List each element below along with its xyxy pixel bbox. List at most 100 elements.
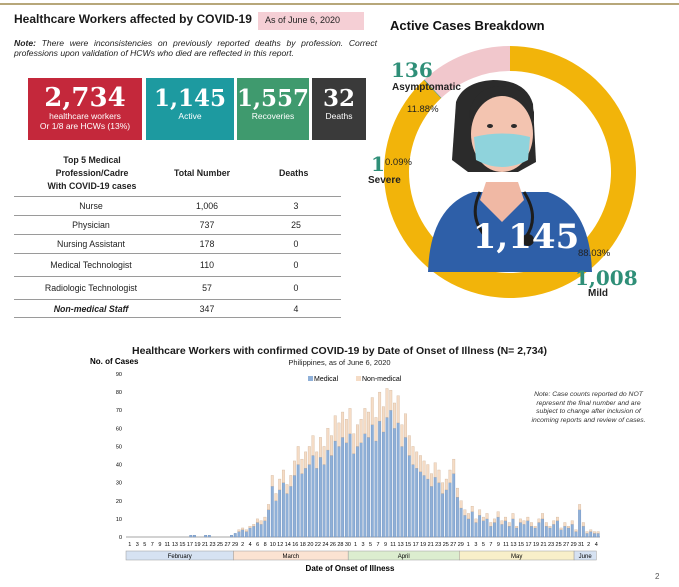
bar-non-medical [300, 458, 304, 474]
bar-non-medical [237, 529, 241, 532]
x-tick-label: 9 [497, 542, 500, 548]
bar-non-medical [533, 525, 537, 529]
x-tick-label: 1 [354, 542, 357, 548]
deaths-cell: 0 [293, 239, 299, 249]
total-cell: 178 [199, 239, 215, 249]
x-tick-label: 29 [571, 542, 577, 548]
total-cell: 737 [199, 220, 215, 230]
bar-non-medical [489, 522, 493, 527]
x-tick-label: 31 [578, 542, 584, 548]
bar-medical [348, 433, 352, 538]
x-tick-label: 11 [390, 542, 396, 548]
bar-non-medical [563, 522, 567, 527]
bar-non-medical [470, 506, 474, 512]
bar-non-medical [589, 529, 593, 532]
note-label: Note: [14, 38, 36, 48]
bar-medical [374, 440, 378, 538]
bar-medical [548, 527, 552, 538]
bar-non-medical [322, 446, 326, 465]
bar-non-medical [281, 469, 285, 483]
bar-medical [300, 473, 304, 538]
month-label: March [282, 554, 299, 560]
bar-medical [441, 493, 445, 538]
x-tick-label: 26 [330, 542, 336, 548]
bar-medical [507, 525, 511, 538]
bar-medical [207, 535, 211, 538]
profession-header-line-2: Profession/Cadre [55, 168, 129, 178]
y-tick-label: 20 [116, 499, 122, 505]
bar-medical [289, 486, 293, 538]
center-active-value: 1,145 [473, 217, 579, 257]
x-tick-label: 21 [428, 542, 434, 548]
table-row: Radiologic Technologist 57 0 [14, 276, 341, 299]
bar-non-medical [515, 525, 519, 529]
total-cell: 1,006 [195, 201, 218, 211]
bar-non-medical [344, 419, 348, 443]
bar-non-medical [407, 435, 411, 456]
total-hcw-card: 2,734 healthcare workers Or 1/8 are HCWs… [28, 78, 142, 140]
bar-non-medical [430, 473, 433, 487]
bar-non-medical [256, 518, 259, 523]
x-tick-label: 24 [322, 542, 328, 548]
x-tick-label: 17 [525, 542, 531, 548]
x-tick-label: 5 [369, 542, 372, 548]
bar-medical [233, 533, 237, 538]
legend-medical-label: Medical [314, 376, 339, 383]
x-tick-label: 27 [563, 542, 569, 548]
bar-non-medical [263, 516, 267, 521]
bar-non-medical [385, 388, 389, 418]
nurse-illustration [428, 80, 592, 272]
profession-header-line-1: Top 5 Medical [63, 155, 121, 165]
y-tick-label: 40 [116, 463, 122, 469]
bar-medical [315, 468, 319, 538]
x-tick-label: 13 [172, 542, 178, 548]
bar-medical [537, 522, 541, 538]
y-tick-label: 70 [116, 408, 122, 414]
x-tick-label: 21 [541, 542, 547, 548]
total-column-header: Total Number [174, 168, 231, 178]
x-tick-label: 23 [209, 542, 215, 548]
bar-medical [244, 531, 248, 538]
total-cell: 57 [202, 283, 212, 293]
bar-medical [581, 525, 585, 538]
x-tick-label: 15 [179, 542, 185, 548]
bar-non-medical [452, 458, 456, 474]
bar-non-medical [567, 525, 570, 529]
month-band [573, 550, 597, 561]
x-tick-label: 29 [232, 542, 238, 548]
bar-medical [459, 507, 463, 538]
bar-non-medical [441, 482, 445, 494]
month-label: February [168, 554, 192, 560]
bar-medical [430, 486, 433, 538]
y-tick-label: 30 [116, 481, 122, 487]
bar-medical [389, 410, 393, 538]
table-row: Non-medical Staff 347 4 [14, 299, 341, 318]
x-tick-label: 25 [217, 542, 223, 548]
bar-non-medical [326, 428, 330, 451]
bar-non-medical [422, 460, 426, 476]
bar-medical [378, 420, 382, 538]
bar-non-medical [559, 527, 563, 530]
deaths-cell: 0 [293, 260, 299, 270]
severe-slice [423, 79, 442, 99]
bar-medical [404, 437, 407, 538]
bar-non-medical [474, 518, 478, 523]
x-tick-label: 21 [202, 542, 208, 548]
x-tick-label: 9 [384, 542, 387, 548]
y-tick-label: 0 [119, 535, 122, 541]
bar-medical [259, 524, 263, 538]
profession-cell: Radiologic Technologist [44, 283, 138, 293]
bar-non-medical [500, 520, 504, 525]
legend-non-medical-label: Non-medical [362, 376, 402, 383]
bar-medical [370, 424, 374, 538]
bar-non-medical [418, 455, 422, 472]
x-tick-label: 17 [187, 542, 193, 548]
bar-medical [518, 522, 522, 538]
bar-medical [189, 535, 193, 538]
severe-pct: 0.09% [385, 157, 412, 168]
bar-non-medical [378, 391, 382, 422]
bar-medical [263, 520, 267, 538]
severe-label: Severe [368, 175, 401, 186]
bar-medical [333, 440, 337, 538]
asymptomatic-pct: 11.88% [407, 104, 439, 115]
